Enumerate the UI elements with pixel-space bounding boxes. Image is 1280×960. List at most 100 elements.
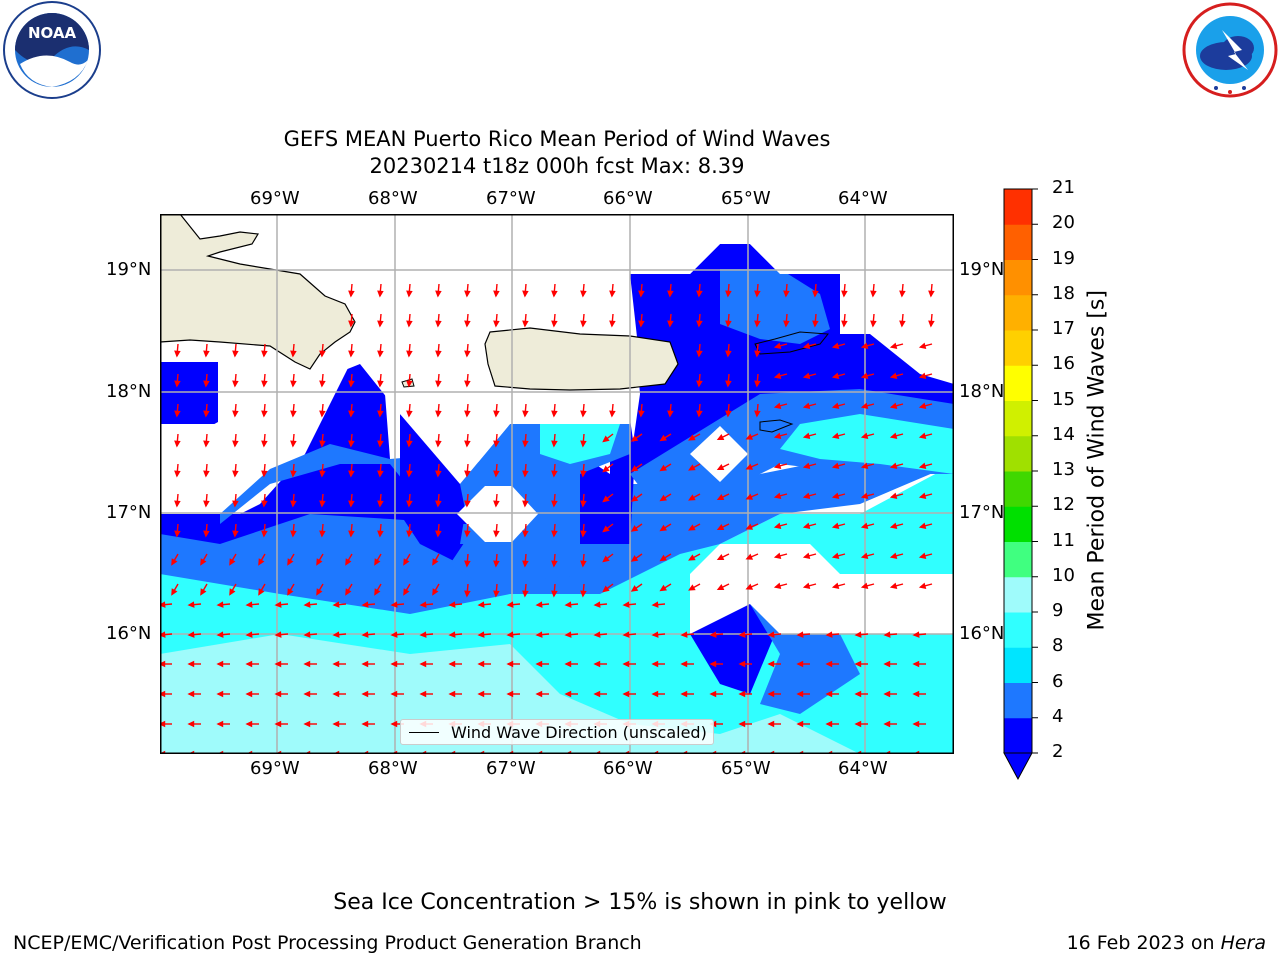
wave-direction-arrowhead bbox=[232, 500, 239, 508]
wave-direction-arrowhead bbox=[860, 522, 869, 529]
noaa-logo: NOAA bbox=[0, 0, 104, 104]
wave-direction-arrowhead bbox=[745, 433, 754, 440]
wave-field-cyan-se bbox=[780, 414, 954, 474]
wave-direction-arrowhead bbox=[203, 380, 210, 388]
wave-direction-arrowhead bbox=[348, 380, 355, 388]
wave-direction-arrowhead bbox=[216, 601, 224, 608]
wave-direction-arrowhead bbox=[551, 290, 558, 298]
wave-direction-arrowhead bbox=[274, 631, 282, 638]
wave-direction-arrowhead bbox=[232, 440, 239, 448]
wave-direction-arrowhead bbox=[160, 720, 166, 728]
wave-direction-arrowhead bbox=[390, 631, 398, 638]
wave-direction-arrowhead bbox=[696, 290, 703, 298]
wave-direction-arrowhead bbox=[860, 552, 869, 559]
wave-direction-arrowhead bbox=[319, 410, 326, 418]
lon-label-bottom: 67°W bbox=[486, 758, 536, 779]
wave-direction-arrowhead bbox=[825, 720, 833, 728]
wave-direction-arrowhead bbox=[564, 660, 572, 668]
wave-direction-arrowhead bbox=[406, 410, 413, 418]
colorbar-segment bbox=[1004, 576, 1032, 613]
lat-label-left: 18°N bbox=[106, 381, 152, 402]
wave-direction-arrowhead bbox=[783, 320, 790, 328]
wave-direction-arrowhead bbox=[448, 660, 456, 668]
wave-direction-arrowhead bbox=[232, 350, 239, 358]
wave-direction-arrowhead bbox=[522, 500, 529, 508]
wave-direction-arrowhead bbox=[448, 631, 456, 638]
colorbar-tick-label: 21 bbox=[1052, 177, 1075, 198]
virgin-islands-north bbox=[754, 331, 829, 355]
legend-label: Wind Wave Direction (unscaled) bbox=[451, 723, 707, 742]
wave-direction-arrowhead bbox=[216, 660, 224, 668]
wave-direction-arrowhead bbox=[464, 530, 471, 538]
wave-direction-arrowhead bbox=[716, 554, 725, 560]
wave-direction-arrowhead bbox=[841, 290, 848, 298]
wave-direction-arrowhead bbox=[348, 440, 355, 448]
wave-direction-arrowhead bbox=[419, 660, 427, 668]
lon-label-bottom: 66°W bbox=[603, 758, 653, 779]
lat-label-left: 16°N bbox=[106, 623, 152, 644]
wave-direction-arrowhead bbox=[773, 522, 782, 529]
wave-direction-arrowhead bbox=[406, 320, 413, 328]
wave-direction-arrowhead bbox=[725, 290, 732, 298]
wave-direction-arrowhead bbox=[854, 720, 862, 728]
colorbar-tick-label: 2 bbox=[1052, 741, 1064, 762]
wave-direction-arrowhead bbox=[796, 631, 804, 638]
wave-direction-arrowhead bbox=[187, 720, 195, 728]
wave-direction-arrowhead bbox=[680, 660, 688, 668]
wave-direction-arrowhead bbox=[245, 720, 253, 728]
wave-direction-arrowhead bbox=[709, 631, 717, 638]
wave-direction-arrowhead bbox=[403, 588, 410, 596]
wave-direction-arrowhead bbox=[773, 432, 782, 439]
wave-direction-arrowhead bbox=[203, 530, 210, 538]
wave-direction-arrowhead bbox=[564, 631, 572, 638]
wave-direction-arrowhead bbox=[773, 552, 782, 559]
colorbar-segment bbox=[1004, 330, 1032, 366]
wave-direction-arrowhead bbox=[638, 410, 645, 418]
wave-direction-arrowhead bbox=[688, 494, 696, 501]
wave-direction-arrowhead bbox=[564, 601, 572, 608]
wave-direction-arrowhead bbox=[261, 530, 268, 538]
wave-direction-arrowhead bbox=[261, 350, 268, 358]
wave-direction-arrowhead bbox=[883, 690, 891, 698]
wave-direction-arrowhead bbox=[348, 500, 355, 508]
wave-direction-arrowhead bbox=[883, 660, 891, 668]
wave-direction-arrowhead bbox=[361, 690, 369, 698]
wave-direction-arrowhead bbox=[464, 380, 471, 388]
wave-direction-arrowhead bbox=[435, 380, 442, 388]
colorbar-segment bbox=[1004, 647, 1032, 683]
wave-direction-arrowhead bbox=[602, 495, 610, 503]
wave-direction-arrowhead bbox=[889, 342, 898, 349]
wave-direction-arrowhead bbox=[390, 601, 398, 608]
wave-direction-arrowhead bbox=[377, 290, 384, 298]
wave-direction-arrowhead bbox=[688, 554, 696, 561]
wave-direction-arrowhead bbox=[593, 660, 601, 668]
wave-direction-arrowhead bbox=[377, 500, 384, 508]
wave-direction-arrowhead bbox=[551, 530, 558, 538]
wave-direction-arrowhead bbox=[345, 588, 352, 596]
wave-direction-arrowhead bbox=[303, 720, 311, 728]
colorbar-extend-arrow bbox=[1003, 752, 1033, 781]
wave-direction-arrowhead bbox=[831, 462, 840, 469]
footer-date: 16 Feb 2023 on bbox=[1066, 932, 1221, 954]
wave-direction-arrowhead bbox=[551, 500, 558, 508]
wave-direction-arrowhead bbox=[377, 350, 384, 358]
wave-direction-arrowhead bbox=[493, 410, 500, 418]
wave-direction-arrowhead bbox=[928, 320, 935, 328]
wave-direction-arrowhead bbox=[229, 558, 236, 566]
wave-direction-arrowhead bbox=[580, 530, 587, 538]
wave-direction-arrowhead bbox=[216, 720, 224, 728]
sea-ice-caption: Sea Ice Concentration > 15% is shown in … bbox=[333, 890, 947, 915]
wave-direction-arrowhead bbox=[232, 470, 239, 478]
wave-direction-arrowhead bbox=[688, 524, 696, 531]
wave-direction-arrowhead bbox=[187, 601, 195, 608]
wave-direction-arrowhead bbox=[406, 500, 413, 508]
wave-direction-arrowhead bbox=[319, 530, 326, 538]
wave-direction-arrowhead bbox=[630, 435, 639, 442]
colorbar-segment bbox=[1004, 506, 1032, 542]
wave-direction-arrowhead bbox=[899, 290, 906, 298]
wave-direction-arrowhead bbox=[348, 530, 355, 538]
wave-direction-arrowhead bbox=[432, 588, 439, 596]
wave-direction-arrowhead bbox=[319, 380, 326, 388]
lon-label-bottom: 65°W bbox=[721, 758, 771, 779]
lon-label-top: 69°W bbox=[250, 188, 300, 209]
